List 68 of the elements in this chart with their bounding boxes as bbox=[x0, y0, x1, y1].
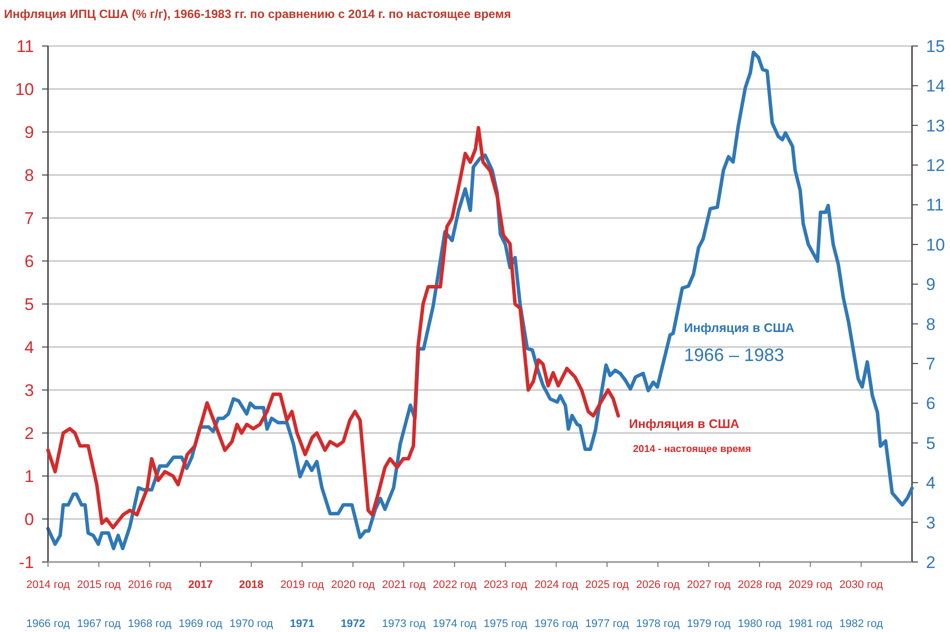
x-tick-label: 2024 год bbox=[534, 578, 579, 591]
y-tick-label: 11 bbox=[926, 196, 944, 215]
x-tick-label: 1971 bbox=[290, 618, 314, 630]
x-tick-label: 2022 год bbox=[432, 578, 477, 591]
x-tick-label: 2015 год bbox=[77, 578, 122, 591]
x-tick-label: 2016 год bbox=[128, 578, 172, 591]
y-tick-label: 8 bbox=[24, 166, 34, 185]
x-tick-label: 1974 год bbox=[432, 618, 477, 630]
x-tick-label: 1982 год bbox=[839, 618, 884, 630]
series-label: Инфляция в США bbox=[684, 321, 794, 335]
x-tick-label: 1978 год bbox=[636, 618, 680, 630]
y-tick-label: 7 bbox=[24, 208, 34, 228]
y-tick-label: 9 bbox=[24, 122, 34, 142]
y-tick-label: 12 bbox=[926, 156, 945, 176]
annotation: 1966 – 1983 bbox=[684, 345, 784, 365]
y-tick-label: 6 bbox=[24, 252, 34, 271]
x-tick-label: 1969 год bbox=[178, 618, 223, 630]
x-tick-label: 1973 год bbox=[382, 618, 426, 630]
x-tick-label: 2027 год bbox=[686, 578, 732, 591]
x-tick-label: 1972 bbox=[340, 618, 366, 630]
y-tick-label: 8 bbox=[926, 314, 936, 334]
x-tick-label: 1970 год bbox=[229, 618, 274, 630]
y-tick-label: 4 bbox=[926, 474, 936, 493]
x-tick-label: 2017 bbox=[188, 578, 213, 591]
x-tick-label: 2014 год bbox=[26, 578, 70, 591]
x-tick-label: 2020 год bbox=[331, 578, 376, 591]
y-tick-label: 2 bbox=[926, 552, 936, 572]
x-tick-label: 1977 год bbox=[585, 618, 630, 630]
y-tick-label: 13 bbox=[926, 116, 945, 136]
x-tick-label: 2030 год bbox=[839, 578, 884, 591]
x-tick-label: 2028 год bbox=[738, 578, 782, 591]
annotation: 2014 - настоящее время bbox=[633, 444, 752, 455]
x-tick-label: 2029 год bbox=[788, 578, 833, 591]
y-tick-label: 14 bbox=[926, 76, 945, 96]
x-tick-label: 1975 год bbox=[484, 618, 528, 630]
x-tick-label: 1966 год bbox=[26, 618, 70, 630]
y-tick-label: 7 bbox=[926, 354, 936, 374]
line-series bbox=[46, 50, 914, 550]
y-tick-label: 5 bbox=[24, 294, 34, 314]
y-tick-label: -1 bbox=[18, 552, 34, 572]
line-series bbox=[46, 126, 620, 530]
chart-title: Инфляция ИПЦ США (% г/г), 1966-1983 гг. по сравнению с 2014 г. по настоящее время bbox=[4, 7, 511, 21]
series-label: Инфляция в США bbox=[629, 417, 740, 431]
x-tick-label: 2023 год bbox=[484, 578, 528, 591]
x-tick-label: 1981 год bbox=[788, 618, 833, 630]
y-tick-label: 10 bbox=[926, 235, 945, 254]
x-tick-label: 2021 год bbox=[382, 578, 426, 591]
y-tick-label: 2 bbox=[24, 424, 34, 443]
y-tick-label: 5 bbox=[926, 434, 936, 453]
x-tick-label: 1967 год bbox=[77, 618, 122, 630]
x-tick-label: 1979 год bbox=[686, 618, 732, 630]
y-tick-label: 15 bbox=[926, 36, 945, 56]
x-tick-label: 2019 год bbox=[280, 578, 324, 591]
y-tick-label: 3 bbox=[24, 380, 34, 400]
y-tick-label: 6 bbox=[926, 394, 936, 414]
x-tick-label: 2025 год bbox=[585, 578, 630, 591]
y-tick-label: 11 bbox=[16, 36, 34, 56]
x-tick-label: 2018 bbox=[239, 578, 264, 591]
y-tick-label: 0 bbox=[24, 510, 34, 529]
x-tick-label: 1976 год bbox=[534, 618, 579, 630]
x-tick-label: 1968 год bbox=[128, 618, 172, 630]
y-tick-label: 4 bbox=[24, 338, 34, 357]
y-tick-label: 10 bbox=[15, 80, 34, 99]
x-tick-label: 1980 год bbox=[738, 618, 782, 630]
y-tick-label: 3 bbox=[926, 513, 936, 532]
y-tick-label: 9 bbox=[926, 275, 936, 294]
x-tick-label: 2026 год bbox=[636, 578, 680, 591]
y-tick-label: 1 bbox=[24, 466, 34, 486]
